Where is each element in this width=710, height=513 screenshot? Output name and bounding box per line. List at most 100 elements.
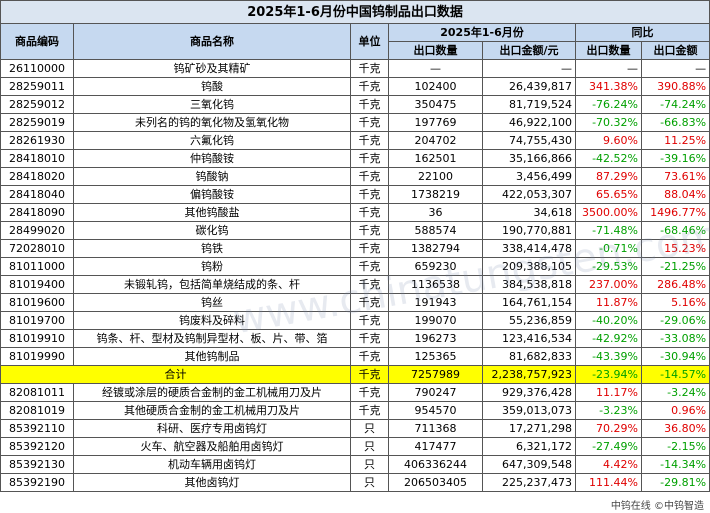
table-cell: 73.61% xyxy=(640,167,710,186)
table-cell: 82081011 xyxy=(0,383,74,402)
table-cell: 千克 xyxy=(350,293,389,312)
table-cell: 11.25% xyxy=(640,131,710,150)
table-cell: 钨铁 xyxy=(73,239,351,258)
table-row: 81019700 钨废料及碎料 千克 199070 55,236,859 -40.20% -… xyxy=(0,311,710,330)
table-row: 81019990 其他钨制品 千克 125365 81,682,833 -43.39% -3… xyxy=(0,347,710,366)
table-cell: -66.83% xyxy=(640,113,710,132)
table-cell: 102400 xyxy=(388,77,483,96)
table-cell: 未列名的钨的氧化物及氢氧化物 xyxy=(73,113,351,132)
table-row: 82081019 其他硬质合金制的金工机械用刀及片 千克 954570 359,013,… xyxy=(0,401,710,420)
table-cell: 17,271,298 xyxy=(482,419,576,438)
table-cell: 仲钨酸铵 xyxy=(73,149,351,168)
table-cell: 790247 xyxy=(388,383,483,402)
table-cell: 81019400 xyxy=(0,275,74,294)
table-cell: -30.94% xyxy=(640,347,710,366)
table-row: 26110000 钨矿砂及其精矿 千克 — — — — xyxy=(0,59,710,78)
table-row: 85392190 其他卤钨灯只 206503405 225,237,473 111.44… xyxy=(0,473,710,492)
header-cell: 2025年1-6月份 xyxy=(388,23,576,42)
table-cell: 4.42% xyxy=(575,455,642,474)
table-cell: 偏钨酸铵 xyxy=(73,185,351,204)
table-cell: 千克 xyxy=(350,275,389,294)
table-cell: 28259019 xyxy=(0,113,74,132)
table-cell: -42.92% xyxy=(575,329,642,348)
table-cell: 85392110 xyxy=(0,419,74,438)
table-cell: 55,236,859 xyxy=(482,311,576,330)
footer: 中钨在线 ©中钨智造 xyxy=(610,501,704,512)
export-table: 2025年1-6月份中国钨制品出口数据 商品编码 商品名称 单位 2025年1-… xyxy=(0,0,710,492)
table-cell: 15.23% xyxy=(640,239,710,258)
table-cell: 85392130 xyxy=(0,455,74,474)
table-cell: 588574 xyxy=(388,221,483,240)
table-cell: 千克 xyxy=(350,311,389,330)
table-cell: 81,719,524 xyxy=(482,95,576,114)
table-cell: 钨酸 xyxy=(73,77,351,96)
table-cell: 36 xyxy=(388,203,483,222)
table-cell: 417477 xyxy=(388,437,483,456)
table-cell: -21.25% xyxy=(640,257,710,276)
table-cell: 三氧化钨 xyxy=(73,95,351,114)
table-cell: 123,416,534 xyxy=(482,329,576,348)
table-cell: 954570 xyxy=(388,401,483,420)
table-cell: 千克 xyxy=(350,401,389,420)
table-cell: 422,053,307 xyxy=(482,185,576,204)
table-cell: 384,538,818 xyxy=(482,275,576,294)
table-cell: -33.08% xyxy=(640,329,710,348)
header-cell: 出口数量 xyxy=(388,41,483,60)
table-row: 28259012 三氧化钨 千克 350475 81,719,524 -76.24% -74… xyxy=(0,95,710,114)
table-cell: 11.17% xyxy=(575,383,642,402)
table-cell: 千克 xyxy=(350,347,389,366)
table-cell: 111.44% xyxy=(575,473,642,492)
table-cell: 钨废料及碎料 xyxy=(73,311,351,330)
table-cell: 191943 xyxy=(388,293,483,312)
table-cell: 千克 xyxy=(350,221,389,240)
table-cell: 千克 xyxy=(350,59,389,78)
table-cell: -68.46% xyxy=(640,221,710,240)
table-cell: 26110000 xyxy=(0,59,74,78)
table-cell: 1382794 xyxy=(388,239,483,258)
table-title: 2025年1-6月份中国钨制品出口数据 xyxy=(0,0,710,24)
table-row: 81019400 未锻轧钨，包括简单烧结成的条、杆 千克 1136538 384,538… xyxy=(0,275,710,294)
table-cell: 28418010 xyxy=(0,149,74,168)
table-cell: -76.24% xyxy=(575,95,642,114)
table-cell: 28499020 xyxy=(0,221,74,240)
table-row: 81011000 钨粉 千克 659230 209,388,105 -29.53% -21.… xyxy=(0,257,710,276)
table-cell: 199070 xyxy=(388,311,483,330)
table-cell: 6,321,172 xyxy=(482,437,576,456)
table-row: 28261930 六氟化钨 千克 204702 74,755,430 9.60% 11.25… xyxy=(0,131,710,150)
total-row: 合计 千克 7257989 2,238,757,923 -23.94% -14.57% xyxy=(0,365,710,384)
table-cell: 0.96% xyxy=(640,401,710,420)
table-cell: 46,922,100 xyxy=(482,113,576,132)
table-cell: 火车、航空器及船舶用卤钨灯 xyxy=(73,437,351,456)
table-cell: -29.81% xyxy=(640,473,710,492)
table-cell: -14.34% xyxy=(640,455,710,474)
table-cell: -29.53% xyxy=(575,257,642,276)
table-cell: 钨酸钠 xyxy=(73,167,351,186)
table-cell: 只 xyxy=(350,455,389,474)
table-cell: 197769 xyxy=(388,113,483,132)
table-cell: 5.16% xyxy=(640,293,710,312)
table-cell: 237.00% xyxy=(575,275,642,294)
table-cell: 钨矿砂及其精矿 xyxy=(73,59,351,78)
table-cell: 28418040 xyxy=(0,185,74,204)
table-cell: 千克 xyxy=(350,113,389,132)
table-row: 72028010 钨铁 千克 1382794 338,414,478 -0.71% 15.2… xyxy=(0,239,710,258)
table-cell: 千克 xyxy=(350,383,389,402)
table-cell: -40.20% xyxy=(575,311,642,330)
total-cell: -23.94% xyxy=(575,365,642,384)
table-cell: 其他钨酸盐 xyxy=(73,203,351,222)
table-row: 28259019 未列名的钨的氧化物及氢氧化物 千克 197769 46,922,100… xyxy=(0,113,710,132)
table-cell: 钨粉 xyxy=(73,257,351,276)
table-cell: 659230 xyxy=(388,257,483,276)
table-cell: 65.65% xyxy=(575,185,642,204)
table-cell: -71.48% xyxy=(575,221,642,240)
table-cell: — xyxy=(640,59,710,78)
table-cell: 647,309,548 xyxy=(482,455,576,474)
table-cell: 千克 xyxy=(350,77,389,96)
table-cell: 87.29% xyxy=(575,167,642,186)
table-cell: -43.39% xyxy=(575,347,642,366)
table-cell: 85392120 xyxy=(0,437,74,456)
table-cell: 1496.77% xyxy=(640,203,710,222)
table-cell: 千克 xyxy=(350,257,389,276)
table-cell: 82081019 xyxy=(0,401,74,420)
